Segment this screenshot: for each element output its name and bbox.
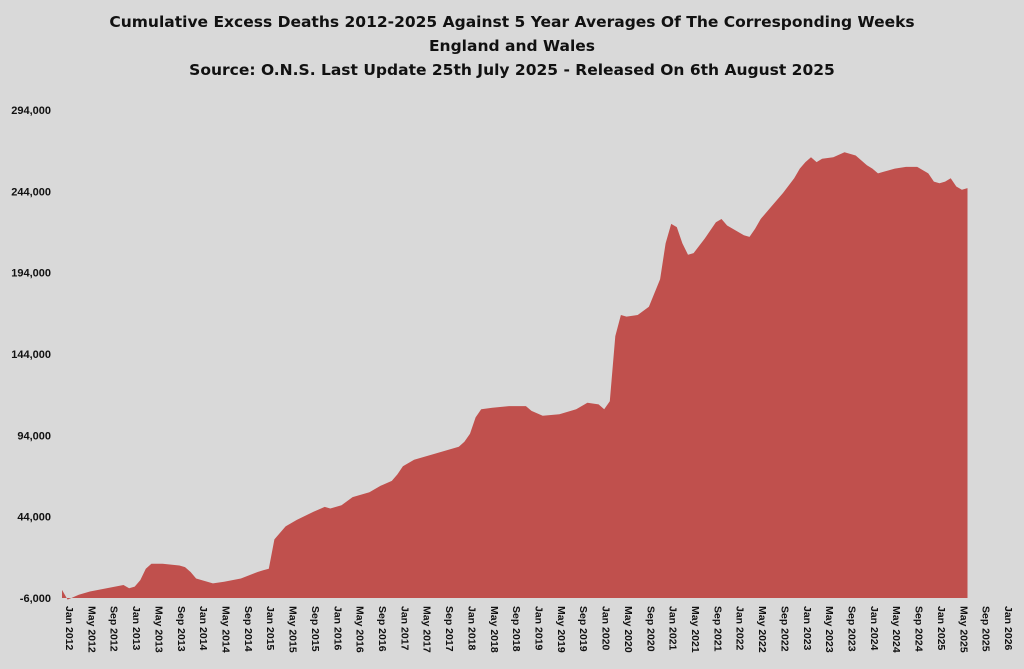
x-tick-label: Sep 2022 [778, 606, 790, 652]
x-tick-label: Sep 2016 [376, 606, 388, 652]
x-tick-label: May 2023 [823, 606, 835, 653]
chart-subtitle-region: England and Wales [429, 37, 595, 55]
x-tick-label: Jan 2018 [465, 606, 477, 651]
area-series-0 [62, 152, 968, 600]
x-tick-label: Sep 2020 [644, 606, 656, 652]
x-tick-label: Jan 2025 [935, 606, 947, 651]
x-tick-label: May 2015 [287, 606, 299, 653]
x-tick-label: Jan 2017 [398, 606, 410, 651]
y-axis: 294,000 244,000 194,000 144,000 94,000 44,000… [11, 105, 51, 605]
x-tick-label: Sep 2025 [980, 606, 992, 652]
y-tick-label: 144,000 [11, 349, 51, 361]
x-tick-label: Jan 2015 [264, 606, 276, 651]
x-tick-label: Jan 2020 [600, 606, 612, 651]
x-tick-label: Jan 2012 [63, 606, 75, 651]
chart-subtitle-source: Source: O.N.S. Last Update 25th July 202… [189, 61, 835, 79]
x-tick-label: Sep 2024 [913, 606, 925, 652]
x-tick-label: May 2022 [756, 606, 768, 653]
x-tick-label: Sep 2021 [711, 606, 723, 652]
x-tick-label: May 2013 [152, 606, 164, 653]
x-tick-label: May 2018 [488, 606, 500, 653]
x-tick-label: May 2016 [354, 606, 366, 653]
x-tick-label: Jan 2014 [197, 606, 209, 651]
x-tick-label: May 2025 [957, 606, 969, 653]
x-tick-label: Jan 2026 [1002, 606, 1014, 651]
x-axis: Jan 2012 May 2012 Sep 2012 Jan 2013 May 2013… [63, 606, 1014, 653]
x-tick-label: Jan 2023 [801, 606, 813, 651]
y-tick-label: 44,000 [17, 512, 51, 524]
x-tick-label: Jan 2016 [331, 606, 343, 651]
y-tick-label: 94,000 [17, 430, 51, 442]
x-tick-label: May 2019 [555, 606, 567, 653]
x-tick-label: Jan 2021 [667, 606, 679, 651]
y-tick-label: 194,000 [11, 268, 51, 280]
x-tick-label: Sep 2023 [846, 606, 858, 652]
plot-area [62, 152, 968, 600]
x-tick-label: Jan 2019 [533, 606, 545, 651]
x-tick-label: May 2020 [622, 606, 634, 653]
x-tick-label: Sep 2015 [309, 606, 321, 652]
x-tick-label: Sep 2014 [242, 606, 254, 652]
x-tick-label: Sep 2013 [175, 606, 187, 652]
y-tick-label: 294,000 [11, 105, 51, 117]
x-tick-label: May 2021 [689, 606, 701, 653]
x-tick-label: Jan 2013 [130, 606, 142, 651]
x-tick-label: Sep 2012 [108, 606, 120, 652]
x-tick-label: Jan 2024 [868, 606, 880, 651]
x-tick-label: Sep 2017 [443, 606, 455, 652]
y-tick-label: 244,000 [11, 186, 51, 198]
x-tick-label: Sep 2019 [577, 606, 589, 652]
x-tick-label: May 2017 [421, 606, 433, 653]
y-tick-label: -6,000 [20, 593, 51, 605]
x-tick-label: May 2014 [220, 606, 232, 653]
x-tick-label: Sep 2018 [510, 606, 522, 652]
chart-title: Cumulative Excess Deaths 2012-2025 Again… [109, 13, 914, 31]
x-tick-label: May 2012 [85, 606, 97, 653]
x-tick-label: Jan 2022 [734, 606, 746, 651]
x-tick-label: May 2024 [890, 606, 902, 653]
